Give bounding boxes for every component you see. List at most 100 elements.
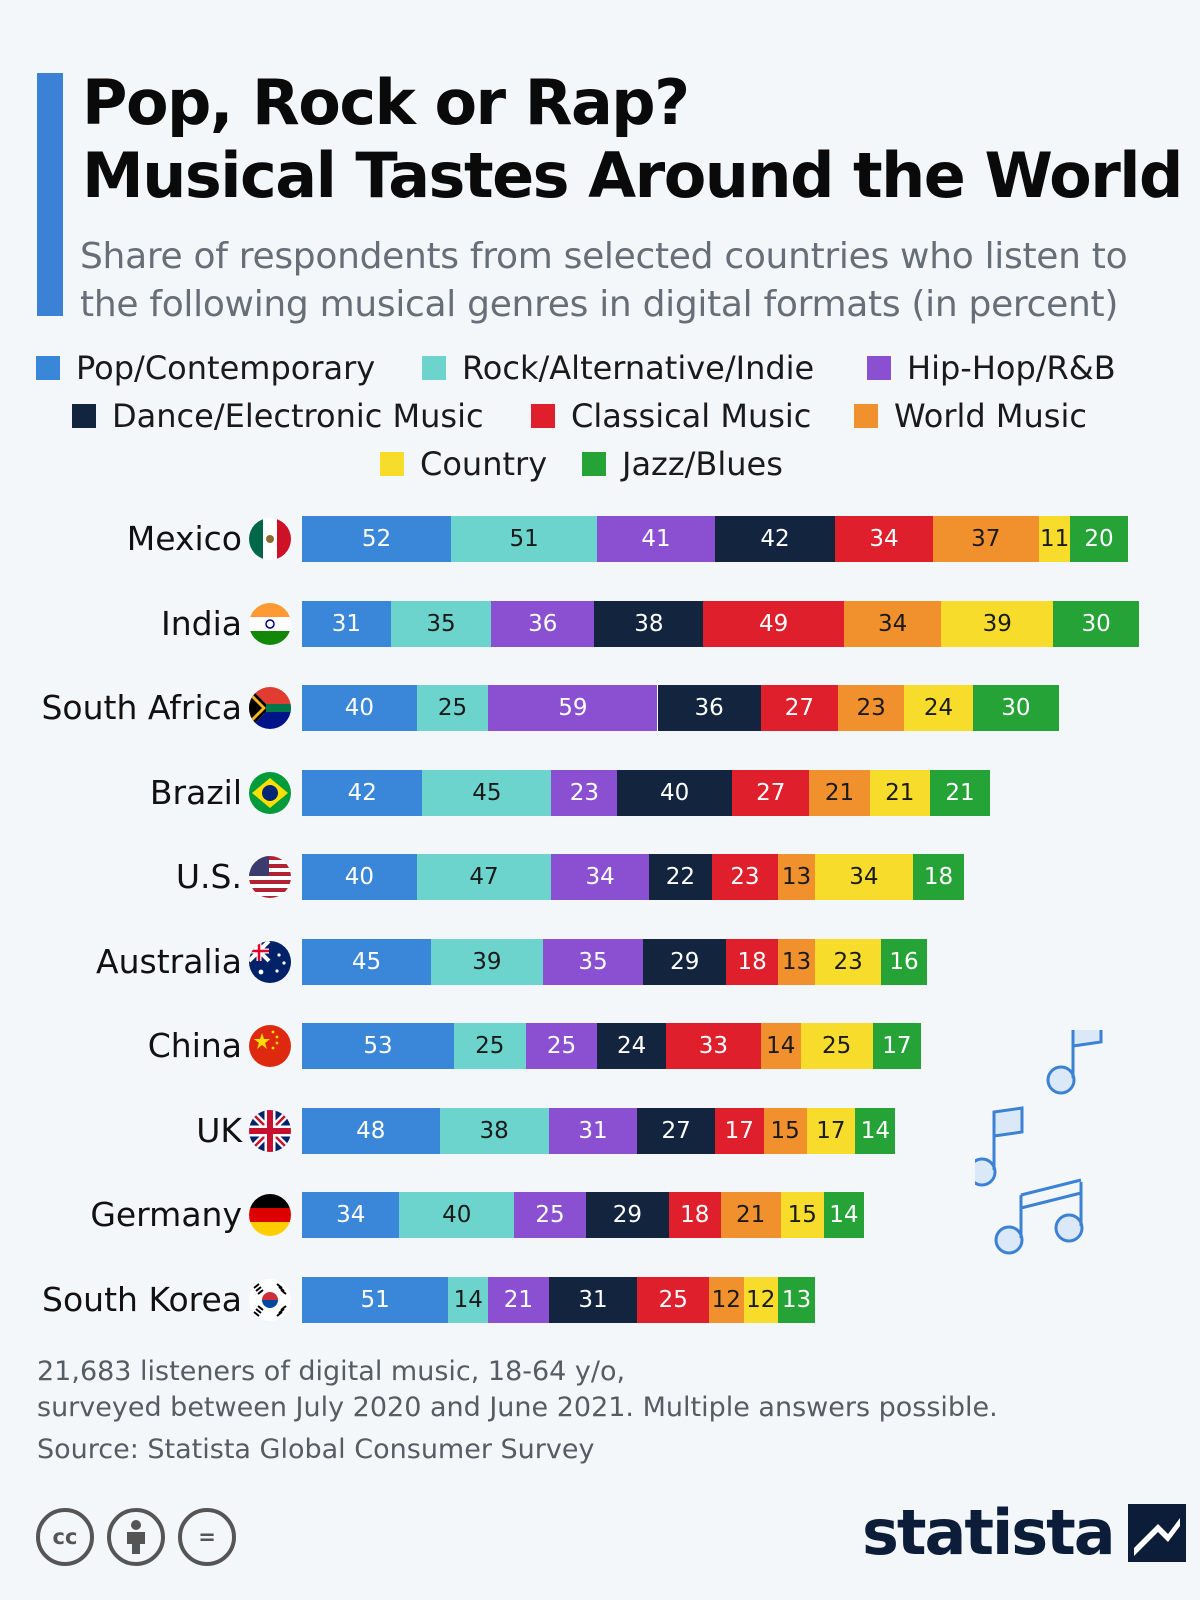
bar-segment-uk-rock-alternative-indie: 38: [439, 1107, 549, 1154]
data-label: 34: [869, 526, 899, 552]
cc-icon[interactable]: cc: [36, 1508, 94, 1566]
data-label: 20: [1084, 526, 1114, 552]
bar-segment-mexico-pop-contemporary: 52: [302, 516, 452, 562]
bar-segment-uk-jazz-blues: 14: [855, 1107, 896, 1154]
bar-segment-south-korea-hip-hop-r-b: 21: [488, 1276, 549, 1323]
bar-segment-india-country: 39: [941, 600, 1054, 647]
page-title: Pop, Rock or Rap? Musical Tastes Around …: [82, 66, 1183, 212]
legend-item-country: Country: [380, 445, 547, 483]
legend-swatch: [380, 452, 404, 476]
title-accent-bar: [37, 73, 63, 316]
data-label: 52: [361, 526, 392, 552]
data-label: 24: [923, 695, 954, 721]
data-label: 23: [833, 948, 863, 975]
bar-segment-south-korea-jazz-blues: 13: [777, 1276, 816, 1323]
bar-segment-germany-jazz-blues: 14: [823, 1192, 864, 1238]
legend-label: Jazz/Blues: [622, 445, 783, 483]
legend-swatch: [422, 356, 446, 380]
legend-label: Dance/Electronic Music: [112, 397, 484, 435]
south-africa-flag-icon: [249, 687, 291, 729]
bar-segment-south-korea-world-music: 12: [709, 1276, 744, 1323]
data-label: 35: [578, 948, 608, 975]
data-label: 23: [730, 864, 760, 890]
bar-segment-south-korea-rock-alternative-indie: 14: [448, 1276, 489, 1323]
bar-segment-germany-country: 15: [780, 1192, 824, 1238]
data-label: 11: [1039, 526, 1070, 552]
bar-segment-germany-world-music: 21: [720, 1192, 781, 1238]
data-label: 23: [856, 695, 886, 721]
legend-label: Hip-Hop/R&B: [907, 349, 1116, 387]
bar-segment-australia-jazz-blues: 16: [881, 938, 927, 985]
data-label: 25: [535, 1202, 565, 1228]
bar-segment-mexico-classical-music: 34: [835, 516, 933, 562]
data-label: 21: [503, 1286, 534, 1313]
legend-item-pop-contemporary: Pop/Contemporary: [36, 349, 375, 387]
data-label: 25: [822, 1033, 852, 1059]
data-label: 38: [634, 610, 664, 637]
legend-swatch: [867, 356, 891, 380]
data-label: 42: [347, 779, 377, 806]
india-flag-icon: [249, 602, 291, 645]
bar-segment-china-world-music: 14: [760, 1023, 801, 1069]
country-label-uk: UK: [196, 1110, 242, 1150]
bar-segment-china-classical-music: 33: [666, 1023, 761, 1069]
south-korea-flag-icon: [249, 1278, 291, 1321]
bar-segment-mexico-jazz-blues: 20: [1070, 516, 1128, 562]
bar-segment-india-rock-alternative-indie: 35: [390, 600, 492, 647]
note-line-2: surveyed between July 2020 and June 2021…: [37, 1392, 998, 1423]
bar-segment-uk-country: 17: [806, 1107, 856, 1154]
bar-segment-u-s-dance-electronic-music: 22: [648, 854, 712, 900]
title-line-1: Pop, Rock or Rap?: [82, 66, 690, 139]
subtitle-line-1: Share of respondents from selected count…: [80, 236, 1128, 277]
data-label: 48: [356, 1117, 386, 1144]
bar-segment-china-jazz-blues: 17: [872, 1023, 922, 1069]
data-label: 47: [469, 864, 499, 890]
data-label: 25: [437, 695, 468, 721]
legend-item-jazz-blues: Jazz/Blues: [582, 445, 783, 483]
statista-brand[interactable]: statista: [862, 1502, 1186, 1564]
bar-segment-u-s-rock-alternative-indie: 47: [416, 854, 552, 900]
bar-segment-u-s-hip-hop-r-b: 34: [551, 854, 649, 900]
us-flag-icon: [249, 856, 291, 898]
bar-segment-brazil-hip-hop-r-b: 23: [551, 769, 618, 816]
data-label: 27: [661, 1117, 691, 1144]
data-label: 51: [509, 526, 539, 552]
data-label: 13: [781, 864, 812, 890]
data-label: 33: [698, 1033, 729, 1059]
data-label: 25: [546, 1033, 577, 1059]
bar-segment-u-s-country: 34: [815, 854, 913, 900]
legend-label: Pop/Contemporary: [76, 349, 376, 387]
bar-segment-brazil-country: 21: [869, 769, 930, 816]
bar-segment-brazil-rock-alternative-indie: 45: [422, 769, 552, 816]
bar-segment-uk-dance-electronic-music: 27: [637, 1107, 715, 1154]
bar-segment-south-africa-classical-music: 27: [760, 685, 839, 731]
data-label: 42: [760, 526, 790, 552]
bar-segment-u-s-pop-contemporary: 40: [302, 854, 417, 900]
data-label: 22: [665, 864, 696, 890]
data-label: 39: [982, 610, 1012, 637]
legend-item-hip-hop-r-b: Hip-Hop/R&B: [867, 349, 1116, 387]
legend-swatch: [531, 404, 555, 428]
china-flag-icon: [249, 1025, 291, 1067]
bar-segment-brazil-classical-music: 27: [732, 769, 810, 816]
nd-icon[interactable]: =: [178, 1508, 236, 1566]
bar-segment-australia-world-music: 13: [777, 938, 816, 985]
legend-item-world-music: World Music: [854, 397, 1087, 435]
source-text: Source: Statista Global Consumer Survey: [37, 1434, 595, 1465]
country-label-u-s: U.S.: [175, 857, 242, 896]
bar-segment-australia-rock-alternative-indie: 39: [431, 938, 543, 985]
data-label: 40: [344, 864, 374, 890]
data-label: 34: [336, 1202, 366, 1228]
data-label: 34: [585, 864, 615, 890]
data-label: 36: [694, 695, 724, 721]
bar-segment-mexico-world-music: 37: [932, 516, 1039, 562]
data-label: 38: [479, 1117, 509, 1144]
data-label: 15: [770, 1117, 800, 1144]
data-label: 21: [885, 779, 915, 806]
legend-row: Pop/Contemporary Rock/Alternative/Indie Hi…: [0, 349, 1200, 393]
uk-flag-icon: [249, 1109, 291, 1152]
data-label: 37: [971, 526, 1001, 552]
bar-segment-south-africa-pop-contemporary: 40: [302, 685, 417, 731]
legend-item-dance-electronic-music: Dance/Electronic Music: [72, 397, 484, 435]
by-icon[interactable]: [107, 1508, 165, 1566]
